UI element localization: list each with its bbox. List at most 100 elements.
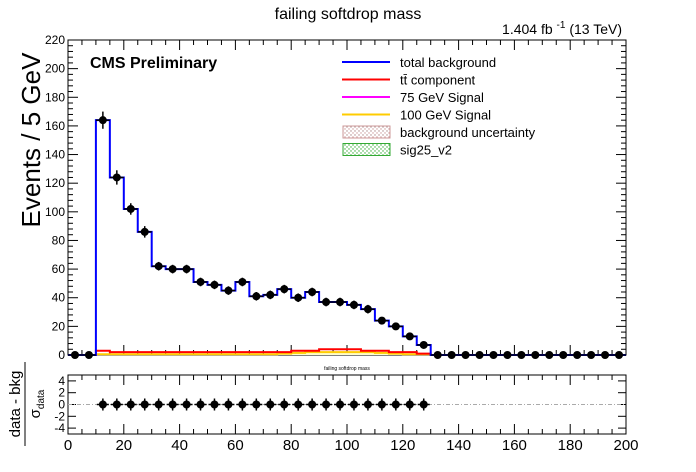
ratio-marker [322,400,331,409]
data-marker [391,322,400,331]
ratio-marker [363,400,372,409]
legend-label: 75 GeV Signal [400,90,484,105]
ratio-x-tick-label: 40 [171,437,188,454]
data-marker [349,300,358,309]
data-point [235,277,250,287]
data-point [123,203,138,215]
main-y-tick-label: 140 [45,148,65,162]
data-point [612,351,627,359]
main-y-tick-label: 180 [45,90,65,104]
ratio-point [180,398,193,411]
data-point [137,226,152,238]
data-point [346,300,361,310]
main-y-tick-label: 40 [52,291,66,305]
data-point [570,351,585,359]
data-marker [363,305,372,314]
legend-entry: total background [342,55,496,70]
data-marker [322,298,331,307]
legend-swatch-box [342,143,391,156]
main-y-tick-label: 220 [45,33,65,47]
data-marker [140,227,149,236]
data-point [486,351,501,359]
data-point [81,351,96,359]
data-marker [419,340,428,349]
ratio-marker [405,400,414,409]
legend-label: total background [400,55,496,70]
main-data-points [67,111,627,359]
ratio-marker [377,400,386,409]
ratio-marker [182,400,191,409]
ratio-marker [280,400,289,409]
data-marker [615,351,624,359]
ratio-marker [238,400,247,409]
data-point [193,277,208,287]
data-marker [84,351,93,359]
ratio-point [375,398,388,411]
ratio-y-axis-label: data - bkg σdata [7,362,47,446]
data-point [542,351,557,359]
legend-label: background uncertainty [400,125,536,140]
ratio-marker [294,400,303,409]
ratio-marker [266,400,275,409]
data-point [388,322,403,331]
data-marker [266,290,275,299]
data-marker [517,351,526,359]
ratio-x-tick-label: 100 [334,437,359,454]
data-marker [461,351,470,359]
ratio-x-tick-label: 200 [613,437,638,454]
main-y-tick-label: 20 [52,319,66,333]
legend-label: 100 GeV Signal [400,108,491,123]
y-axis-label: Events / 5 GeV [16,52,46,228]
ratio-x-tick-label: 60 [227,437,244,454]
legend-label: sig25_v2 [400,143,452,158]
ratio-x-ticks: 0 20 40 60 80 100 120 140 160 180 200 [64,375,639,454]
ratio-x-tick-label: 120 [390,437,415,454]
legend-entry: tt̄ component [342,73,476,88]
main-y-tick-label: 60 [52,262,66,276]
data-point [556,351,571,359]
ratio-point [194,398,207,411]
main-y-tick-label: 100 [45,205,65,219]
ratio-point [389,398,402,411]
legend-swatch-box [342,125,391,139]
main-y-ticks: 0 20 40 60 80 100 120 140 160 180 200 220 [45,33,626,362]
ratio-marker [98,400,107,409]
ratio-point [264,398,277,411]
data-marker [559,351,568,359]
data-marker [168,265,177,274]
data-point [179,264,194,274]
ratio-marker [168,400,177,409]
data-point [291,293,306,303]
ratio-marker [336,400,345,409]
legend-entry: background uncertainty [342,125,536,140]
main-y-tick-label: 160 [45,119,65,133]
ratio-marker [224,400,233,409]
data-point [598,351,613,359]
data-point [472,351,487,359]
data-marker [377,316,386,325]
ratio-marker [210,400,219,409]
ratio-y-tick-label: -4 [54,421,65,435]
data-point [67,351,82,359]
ratio-marker [154,400,163,409]
data-marker [447,351,456,359]
data-marker [238,277,247,286]
data-marker [545,351,554,359]
ratio-y-tick-label: 4 [58,374,65,388]
data-point [584,351,599,359]
data-marker [531,351,540,359]
ratio-point [292,398,305,411]
data-point [263,290,278,300]
ratio-marker [308,400,317,409]
data-point [305,287,320,297]
data-marker [210,280,219,289]
main-y-tick-label: 200 [45,62,65,76]
ratio-marker [196,400,205,409]
lumi-energy: (13 TeV) [569,21,622,37]
legend-label: tt̄ component [400,73,476,88]
ratio-point [236,398,249,411]
ratio-y-tick-label: 0 [58,398,65,412]
svg-text:1.404 fb -1 (13 TeV): 1.404 fb -1 (13 TeV) [502,15,622,37]
lumi-value: 1.404 fb [502,21,553,37]
